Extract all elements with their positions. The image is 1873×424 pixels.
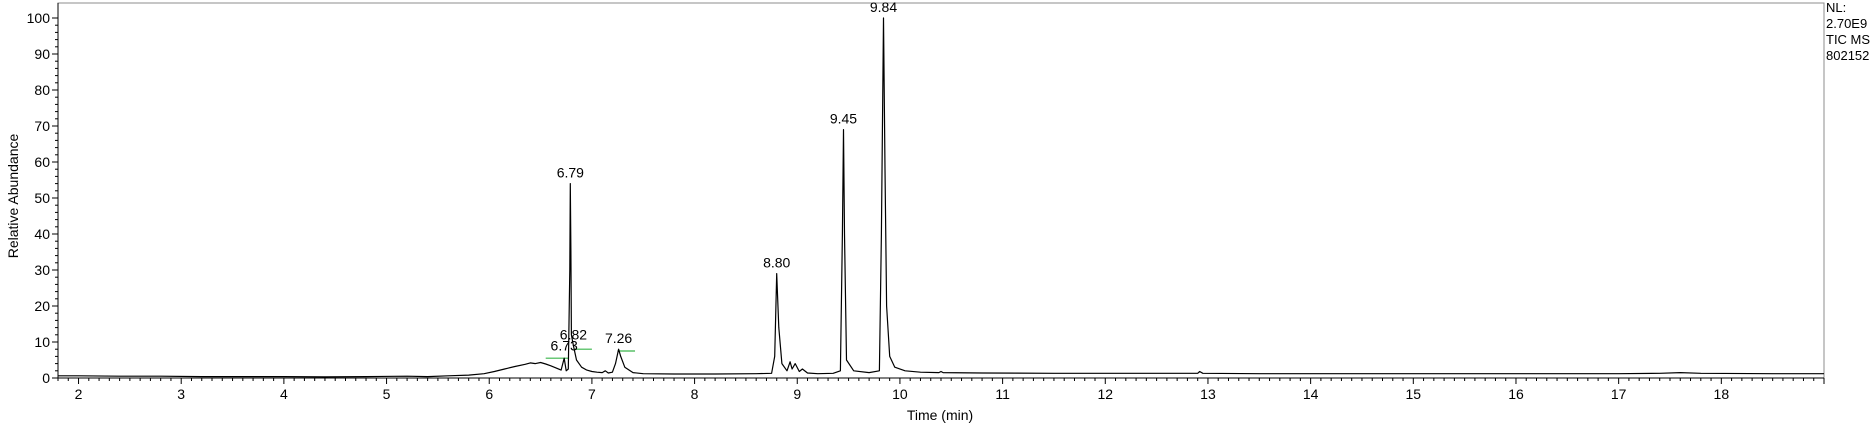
y-tick-label: 80: [34, 82, 50, 98]
x-axis-title: Time (min): [907, 407, 973, 423]
chromatogram-trace: [58, 17, 1824, 378]
y-tick-label: 20: [34, 298, 50, 314]
x-tick-label: 4: [280, 386, 288, 402]
info-line: NL:: [1826, 0, 1846, 15]
y-tick-label: 30: [34, 262, 50, 278]
plot-frame: [57, 2, 1825, 379]
x-tick-label: 13: [1200, 386, 1216, 402]
x-tick-label: 6: [485, 386, 493, 402]
x-tick-label: 12: [1097, 386, 1113, 402]
y-tick-label: 40: [34, 226, 50, 242]
peak-label: 8.80: [763, 255, 790, 271]
y-tick-label: 0: [42, 370, 50, 386]
peak-label: 9.84: [870, 0, 897, 15]
y-tick-label: 60: [34, 154, 50, 170]
x-tick-label: 7: [588, 386, 596, 402]
y-axis-title: Relative Abundance: [5, 134, 21, 259]
x-tick-label: 9: [793, 386, 801, 402]
peak-label: 7.26: [605, 330, 632, 346]
peak-label: 9.45: [830, 111, 857, 127]
x-tick-label: 14: [1303, 386, 1319, 402]
y-tick-label: 100: [27, 10, 51, 26]
peak-label: 6.79: [557, 165, 584, 181]
info-line: TIC MS: [1826, 32, 1870, 47]
x-tick-label: 15: [1406, 386, 1422, 402]
peak-labels: 6.73 6.79 6.82 7.26 8.80 9.45 9.84: [551, 0, 898, 353]
x-tick-label: 18: [1714, 386, 1730, 402]
peak-label: 6.73: [551, 337, 578, 353]
x-tick-label: 17: [1611, 386, 1627, 402]
y-tick-label: 10: [34, 334, 50, 350]
x-tick-label: 3: [177, 386, 185, 402]
info-line: 2.70E9: [1826, 16, 1867, 31]
series-layer: [58, 17, 1824, 378]
x-tick-label: 8: [691, 386, 699, 402]
x-tick-label: 5: [383, 386, 391, 402]
x-tick-label: 10: [892, 386, 908, 402]
x-tick-label: 11: [995, 386, 1010, 402]
axes: 2 3 4 5 6 7 8 9 10 11 12 13 14 15 16 17 18 0 10 20 30 40 50 60 7…: [27, 3, 1825, 402]
y-tick-label: 90: [34, 46, 50, 62]
info-line: 802152: [1826, 48, 1869, 63]
peak-label: 6.82: [560, 327, 587, 343]
y-tick-label: 70: [34, 118, 50, 134]
x-tick-label: 16: [1508, 386, 1524, 402]
y-tick-label: 50: [34, 190, 50, 206]
x-tick-label: 2: [75, 386, 83, 402]
